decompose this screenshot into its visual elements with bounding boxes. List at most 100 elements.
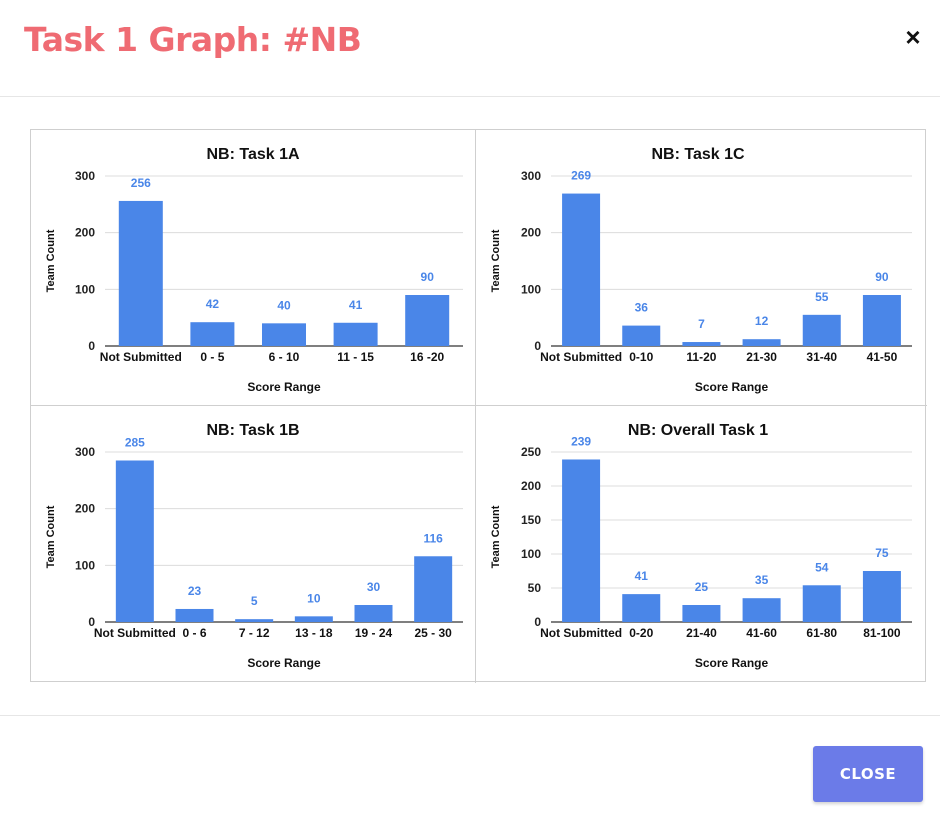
bar <box>414 556 453 622</box>
x-tick-label: 0 - 5 <box>200 350 224 364</box>
data-label: 116 <box>423 531 443 545</box>
x-axis-label: Score Range <box>247 380 321 394</box>
y-tick-label: 50 <box>528 581 542 595</box>
y-tick-label: 100 <box>75 558 95 572</box>
bar <box>742 339 781 346</box>
bar <box>622 325 661 346</box>
close-button[interactable]: CLOSE <box>813 746 923 802</box>
chart-task-1a: 0 100 200 300 NB: Task 1A Team Count Score Ran… <box>45 146 463 394</box>
chart-grid: 0 100 200 300 NB: Task 1A Team Count Score Ran… <box>30 129 927 683</box>
chart-overall-task-1: 0 50 100 150 200 250 NB: Overall Task 1 Team Co… <box>490 422 912 670</box>
panel-divider-horizontal <box>31 405 927 406</box>
y-tick-label: 100 <box>521 547 541 561</box>
bar <box>862 571 901 622</box>
data-label: 256 <box>131 176 151 190</box>
x-tick-label: 21-30 <box>746 350 777 364</box>
chart-panel-task-1b: 0 100 200 300 NB: Task 1B Team Count Score Ran… <box>31 406 475 682</box>
y-tick-label: 0 <box>534 615 541 629</box>
y-axis-label: Team Count <box>490 505 502 568</box>
y-axis-label: Team Count <box>490 229 502 292</box>
footer-divider <box>0 715 940 716</box>
chart-title: NB: Overall Task 1 <box>628 422 768 439</box>
y-tick-label: 0 <box>534 339 541 353</box>
chart-title: NB: Task 1B <box>206 422 299 439</box>
data-label: 41 <box>349 298 363 312</box>
y-tick-label: 300 <box>75 169 95 183</box>
bar <box>190 322 235 346</box>
bar <box>682 605 721 622</box>
data-label: 12 <box>755 314 769 328</box>
data-label: 90 <box>875 270 889 284</box>
y-tick-label: 150 <box>521 513 541 527</box>
bar <box>562 193 601 346</box>
y-tick-label: 100 <box>521 282 541 296</box>
x-tick-label: 7 - 12 <box>239 626 270 640</box>
data-label: 75 <box>875 546 889 560</box>
data-label: 10 <box>307 591 321 605</box>
x-tick-label: 31-40 <box>806 350 837 364</box>
x-tick-label: 81-100 <box>863 626 901 640</box>
y-tick-label: 0 <box>88 339 95 353</box>
chart-panel-task-1a: 0 100 200 300 NB: Task 1A Team Count Score Ran… <box>31 130 475 406</box>
x-tick-label: 25 - 30 <box>414 626 452 640</box>
data-label: 54 <box>815 560 829 574</box>
modal-header: Task 1 Graph: #NB × <box>0 0 940 96</box>
modal-title: Task 1 Graph: #NB <box>24 20 362 59</box>
y-axis-label: Team Count <box>45 229 57 292</box>
x-tick-label: Not Submitted <box>540 626 622 640</box>
x-tick-label: Not Submitted <box>540 350 622 364</box>
data-label: 30 <box>367 580 381 594</box>
bar <box>354 605 393 622</box>
chart-title: NB: Task 1A <box>206 146 300 163</box>
bar <box>682 342 721 346</box>
bar <box>294 616 333 622</box>
bar <box>742 598 781 622</box>
panel-divider-vertical <box>475 130 476 683</box>
x-tick-label: 6 - 10 <box>269 350 300 364</box>
chart-panel-overall-task-1: 0 50 100 150 200 250 NB: Overall Task 1 Team Co… <box>476 406 920 682</box>
data-label: 239 <box>571 434 591 448</box>
data-label: 42 <box>206 297 220 311</box>
y-tick-label: 250 <box>521 445 541 459</box>
data-label: 25 <box>695 580 709 594</box>
data-label: 23 <box>188 584 202 598</box>
bar <box>175 608 214 622</box>
x-tick-label: 19 - 24 <box>355 626 393 640</box>
x-tick-label: 41-60 <box>746 626 777 640</box>
x-tick-label: 61-80 <box>806 626 837 640</box>
chart-panel-task-1c: 0 100 200 300 NB: Task 1C Team Count Score Ran… <box>476 130 920 406</box>
y-tick-label: 0 <box>88 615 95 629</box>
bar <box>235 619 274 622</box>
x-tick-label: 41-50 <box>867 350 898 364</box>
bar <box>802 314 841 346</box>
data-label: 285 <box>125 436 145 450</box>
y-tick-label: 300 <box>75 445 95 459</box>
close-icon[interactable]: × <box>898 22 928 52</box>
chart-title: NB: Task 1C <box>651 146 745 163</box>
y-tick-label: 200 <box>521 226 541 240</box>
bar <box>802 585 841 622</box>
data-label: 5 <box>251 594 258 608</box>
bar <box>562 459 601 622</box>
data-label: 90 <box>421 270 435 284</box>
x-axis-label: Score Range <box>247 656 321 670</box>
x-tick-label: 0 - 6 <box>182 626 206 640</box>
bar <box>405 295 450 346</box>
x-tick-label: 16 -20 <box>410 350 444 364</box>
data-label: 40 <box>277 298 291 312</box>
data-label: 41 <box>635 569 649 583</box>
x-axis-label: Score Range <box>695 380 769 394</box>
chart-task-1b: 0 100 200 300 NB: Task 1B Team Count Score Ran… <box>45 422 463 670</box>
chart-task-1c: 0 100 200 300 NB: Task 1C Team Count Score Ran… <box>490 146 912 394</box>
bar <box>118 200 163 346</box>
x-tick-label: 21-40 <box>686 626 717 640</box>
x-tick-label: Not Submitted <box>94 626 176 640</box>
bar <box>862 295 901 346</box>
y-tick-label: 200 <box>521 479 541 493</box>
bar <box>115 460 154 622</box>
y-tick-label: 200 <box>75 502 95 516</box>
bar <box>262 323 306 346</box>
header-divider <box>0 96 940 97</box>
y-tick-label: 100 <box>75 282 95 296</box>
data-label: 269 <box>571 169 591 183</box>
